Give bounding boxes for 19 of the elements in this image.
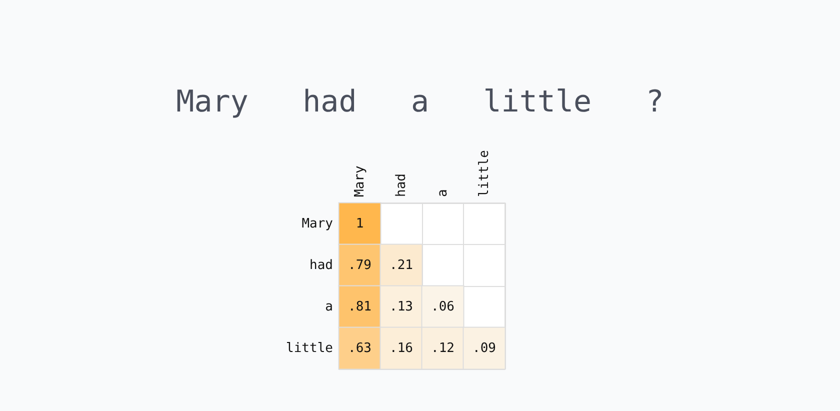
y-tick-label: a [325, 299, 333, 314]
x-tick-label: had [394, 174, 409, 197]
y-tick-label: little [286, 340, 334, 356]
data-label: .06 [431, 299, 454, 314]
x-tick-label: Mary [352, 166, 368, 197]
y-tick-label: had [310, 258, 333, 273]
x-tick-label: a [435, 189, 450, 197]
y-tick-label: Mary [302, 216, 334, 232]
data-label: 1 [356, 216, 364, 232]
data-label: .79 [348, 258, 372, 273]
chart-title: Mary had a little ? [176, 84, 664, 120]
data-label: .81 [348, 299, 372, 314]
x-tick-label: little [476, 150, 492, 197]
data-label: .13 [390, 299, 413, 314]
data-label: .16 [390, 340, 413, 356]
data-label: .12 [431, 340, 454, 356]
data-label: .09 [472, 340, 496, 356]
data-label: .63 [348, 340, 372, 356]
data-label: .21 [390, 258, 413, 273]
